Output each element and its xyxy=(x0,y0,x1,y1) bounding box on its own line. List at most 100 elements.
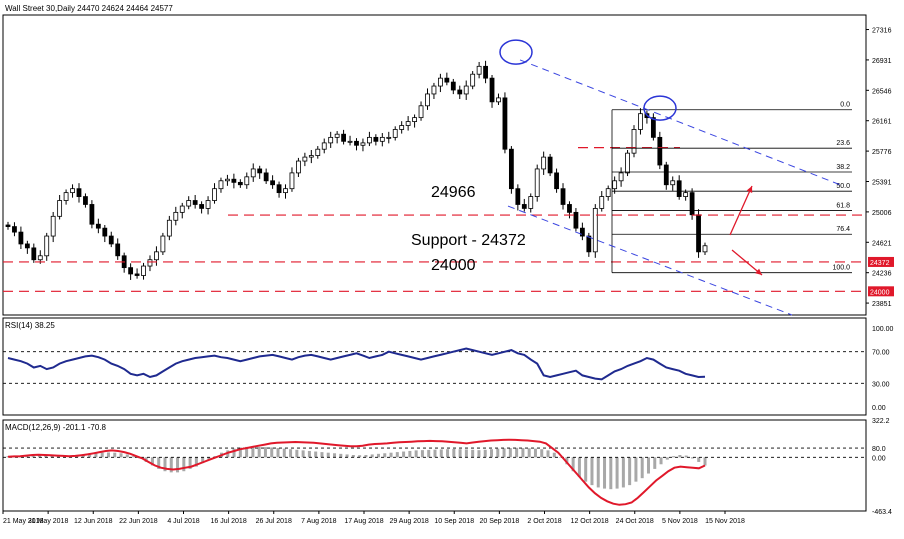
macd-histogram-bar xyxy=(232,448,236,458)
candle-body xyxy=(547,156,553,174)
candle-body xyxy=(283,188,288,194)
fib-level-label: 76.4 xyxy=(836,226,850,233)
candle-body xyxy=(437,77,443,87)
macd-histogram-bar xyxy=(697,457,701,462)
candle-body xyxy=(386,136,392,139)
x-tick-label: 12 Jun 2018 xyxy=(74,518,113,525)
macd-histogram-bar xyxy=(552,452,556,458)
macd-histogram-bar xyxy=(458,449,462,458)
macd-histogram-bar xyxy=(496,448,500,458)
candle-body xyxy=(5,224,11,227)
candle-body xyxy=(554,172,559,190)
macd-histogram-bar xyxy=(276,448,280,458)
fib-level-label: 100.0 xyxy=(832,265,850,272)
candle-body xyxy=(37,255,43,261)
macd-histogram-bar xyxy=(88,454,92,458)
macd-histogram-bar xyxy=(433,449,437,458)
candle-body xyxy=(418,105,424,119)
macd-histogram-bar xyxy=(533,448,537,458)
macd-histogram-bar xyxy=(370,454,374,458)
candle-body xyxy=(676,180,682,197)
candle-body xyxy=(515,188,521,205)
candle-body xyxy=(141,265,146,276)
candle-body xyxy=(399,125,405,130)
macd-histogram-bar xyxy=(665,457,669,460)
x-tick-label: 21 May 2018 xyxy=(3,518,44,525)
price-panel xyxy=(2,14,867,316)
macd-histogram-bar xyxy=(282,448,286,458)
candle-body xyxy=(431,85,437,95)
macd-histogram-bar xyxy=(402,451,406,458)
x-tick-label: 24 Oct 2018 xyxy=(616,518,654,525)
candle-body xyxy=(218,180,224,190)
macd-histogram-bar xyxy=(364,455,368,458)
candle-body xyxy=(308,155,314,158)
candle-body xyxy=(173,211,179,221)
candle-body xyxy=(521,204,527,209)
macd-tick-label: -463.4 xyxy=(872,509,892,516)
candle-body xyxy=(263,172,269,182)
macd-histogram-bar xyxy=(333,453,337,458)
macd-histogram-bar xyxy=(81,455,85,458)
candle-body xyxy=(192,200,198,205)
fib-level-label: 38.2 xyxy=(836,164,850,171)
candle-body xyxy=(702,245,708,253)
candle-body xyxy=(579,227,585,237)
macd-histogram-bar xyxy=(169,457,173,473)
candle-body xyxy=(696,214,701,253)
candle-body xyxy=(354,140,359,146)
macd-tick-label: 80.0 xyxy=(872,446,886,453)
macd-histogram-bar xyxy=(150,457,154,466)
arrow-up-icon xyxy=(729,185,753,236)
candle-body xyxy=(212,188,217,201)
macd-histogram-bar xyxy=(483,449,487,458)
candle-body xyxy=(670,180,676,186)
candle-body xyxy=(18,231,24,245)
macd-histogram-bar xyxy=(37,454,41,458)
candle-body xyxy=(657,136,663,166)
macd-signal-line xyxy=(7,438,706,506)
candle-body xyxy=(489,77,495,103)
candle-body xyxy=(367,136,372,144)
candle-body xyxy=(586,235,592,253)
candle-body xyxy=(24,243,30,249)
rsi-tick-label: 0.00 xyxy=(872,405,886,412)
candle-body xyxy=(689,192,695,216)
macd-histogram-bar xyxy=(690,457,694,459)
candle-body xyxy=(250,168,256,178)
macd-histogram-bar xyxy=(678,455,682,458)
y-tick-label: 23851 xyxy=(872,301,892,308)
candle-body xyxy=(328,136,334,144)
candle-body xyxy=(405,121,411,126)
macd-histogram-bar xyxy=(659,457,663,465)
candle-body xyxy=(560,188,566,205)
macd-histogram-bar xyxy=(182,457,186,472)
macd-histogram-bar xyxy=(376,453,380,458)
candle-body xyxy=(631,129,637,154)
candle-body xyxy=(496,97,501,103)
candle-body xyxy=(425,93,430,107)
macd-histogram-bar xyxy=(628,457,632,486)
macd-histogram-bar xyxy=(157,457,161,469)
y-tick-label: 24621 xyxy=(872,240,892,247)
macd-histogram-bar xyxy=(703,457,707,466)
y-tick-label: 26931 xyxy=(872,58,892,65)
macd-histogram-bar xyxy=(577,457,581,478)
candle-body xyxy=(650,117,656,138)
candle-body xyxy=(502,97,508,150)
macd-histogram-bar xyxy=(314,451,318,458)
fib-level-label: 61.8 xyxy=(836,202,850,209)
x-tick-label: 31 May 2018 xyxy=(28,518,69,525)
macd-histogram-bar xyxy=(477,450,481,458)
fib-level-label: 23.6 xyxy=(836,140,850,147)
y-tick-label: 24236 xyxy=(872,271,892,278)
macd-histogram-bar xyxy=(452,448,456,458)
macd-histogram-bar xyxy=(295,449,299,458)
macd-histogram-bar xyxy=(44,455,48,458)
x-tick-label: 26 Jul 2018 xyxy=(256,518,292,525)
x-tick-label: 16 Jul 2018 xyxy=(211,518,247,525)
channel-lower-line xyxy=(507,205,793,316)
x-tick-label: 20 Sep 2018 xyxy=(480,518,520,525)
candle-body xyxy=(108,235,114,245)
